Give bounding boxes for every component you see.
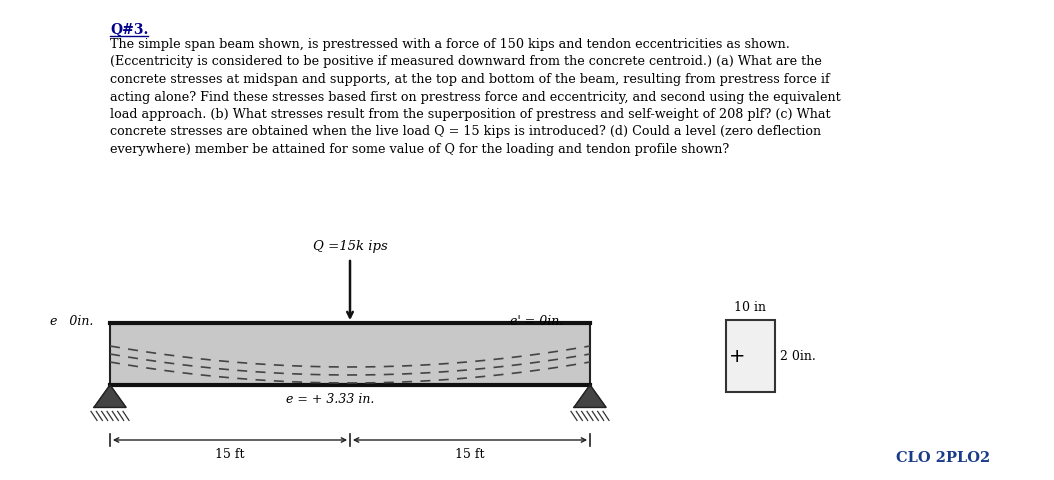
Polygon shape xyxy=(94,385,126,408)
Text: Q#3.: Q#3. xyxy=(110,22,149,36)
Text: load approach. (b) What stresses result from the superposition of prestress and : load approach. (b) What stresses result … xyxy=(110,108,831,121)
Text: 15 ft: 15 ft xyxy=(455,448,485,461)
Text: e   0in.: e 0in. xyxy=(50,315,94,328)
Text: concrete stresses at midspan and supports, at the top and bottom of the beam, re: concrete stresses at midspan and support… xyxy=(110,73,829,86)
Text: e' = 0in.: e' = 0in. xyxy=(510,315,563,328)
Text: concrete stresses are obtained when the live load Q = 15 kips is introduced? (d): concrete stresses are obtained when the … xyxy=(110,125,821,139)
Text: 15 ft: 15 ft xyxy=(215,448,245,461)
Bar xyxy=(726,320,775,392)
Text: everywhere) member be attained for some value of Q for the loading and tendon pr: everywhere) member be attained for some … xyxy=(110,143,729,156)
Text: The simple span beam shown, is prestressed with a force of 150 kips and tendon e: The simple span beam shown, is prestress… xyxy=(110,38,789,51)
Text: CLO 2PLO2: CLO 2PLO2 xyxy=(896,451,990,465)
Text: acting alone? Find these stresses based first on prestress force and eccentricit: acting alone? Find these stresses based … xyxy=(110,91,841,104)
Text: +: + xyxy=(729,347,745,365)
Polygon shape xyxy=(574,385,606,408)
Text: (Eccentricity is considered to be positive if measured downward from the concret: (Eccentricity is considered to be positi… xyxy=(110,56,822,69)
Text: 10 in: 10 in xyxy=(735,301,766,314)
Text: Q =15k ips: Q =15k ips xyxy=(313,240,388,253)
Text: 2 0in.: 2 0in. xyxy=(780,349,816,362)
Bar xyxy=(110,323,590,385)
Text: e = + 3.33 in.: e = + 3.33 in. xyxy=(286,393,374,406)
